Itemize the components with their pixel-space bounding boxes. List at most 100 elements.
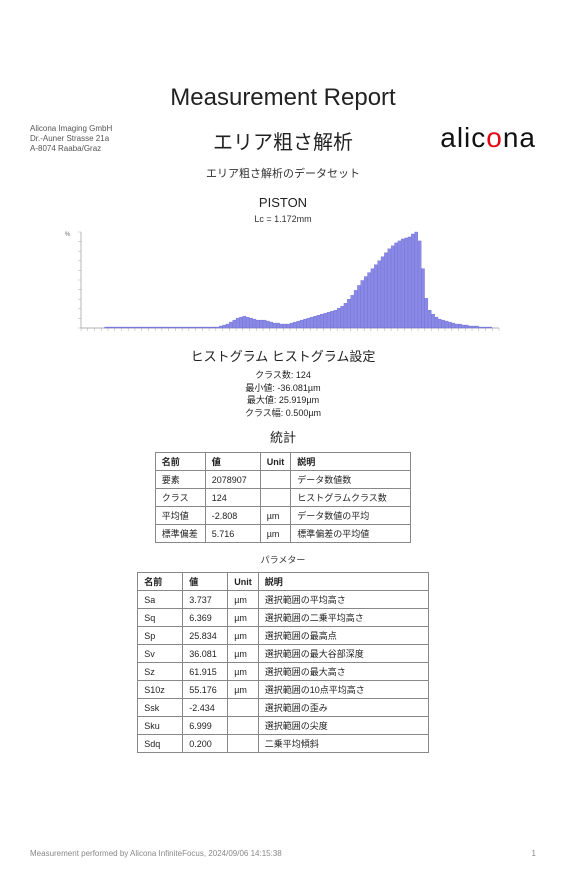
table-cell: Sku bbox=[138, 717, 183, 735]
table-cell: S10z bbox=[138, 681, 183, 699]
hist-setting-row: 最大値: 25.919µm bbox=[0, 394, 566, 407]
company-name: Alicona Imaging GmbH bbox=[30, 124, 112, 134]
report-title: Measurement Report bbox=[0, 84, 566, 112]
table-cell: µm bbox=[228, 609, 259, 627]
table-cell: 36.081 bbox=[183, 645, 228, 663]
table-row: クラス124 ヒストグラムクラス数 bbox=[155, 489, 411, 507]
logo: alicona bbox=[440, 122, 536, 154]
hist-setting-row: 最小値: -36.081µm bbox=[0, 382, 566, 395]
table-row: Sdq0.200 二乗平均傾斜 bbox=[138, 735, 429, 753]
table-cell: 選択範囲の最高点 bbox=[258, 627, 428, 645]
histogram-svg: % bbox=[63, 228, 503, 338]
table-cell: 選択範囲の尖度 bbox=[258, 717, 428, 735]
table-row: Sku6.999 選択範囲の尖度 bbox=[138, 717, 429, 735]
table-header: Unit bbox=[260, 453, 291, 471]
table-cell: 25.834 bbox=[183, 627, 228, 645]
logo-post: na bbox=[503, 122, 536, 153]
table-cell: µm bbox=[260, 525, 291, 543]
table-cell: Sv bbox=[138, 645, 183, 663]
table-cell: 選択範囲の歪み bbox=[258, 699, 428, 717]
table-cell: µm bbox=[228, 663, 259, 681]
stats-section-title: 統計 bbox=[0, 427, 566, 446]
hist-setting-row: クラス数: 124 bbox=[0, 369, 566, 382]
table-cell bbox=[228, 699, 259, 717]
stats-table: 名前値Unit説明要素2078907 データ数値数クラス124 ヒストグラムクラス数… bbox=[155, 452, 412, 543]
table-row: Ssk-2.434 選択範囲の歪み bbox=[138, 699, 429, 717]
table-cell: Sq bbox=[138, 609, 183, 627]
table-header: 説明 bbox=[291, 453, 411, 471]
table-cell: 5.716 bbox=[205, 525, 260, 543]
table-cell: ヒストグラムクラス数 bbox=[291, 489, 411, 507]
table-cell: Sdq bbox=[138, 735, 183, 753]
table-header: 名前 bbox=[138, 573, 183, 591]
table-header: 値 bbox=[183, 573, 228, 591]
params-table: 名前値Unit説明Sa3.737µm選択範囲の平均高さSq6.369µm選択範囲… bbox=[137, 572, 429, 753]
table-cell: 6.999 bbox=[183, 717, 228, 735]
table-cell: Sz bbox=[138, 663, 183, 681]
table-cell: 55.176 bbox=[183, 681, 228, 699]
table-header: 名前 bbox=[155, 453, 205, 471]
table-cell: µm bbox=[228, 645, 259, 663]
company-address: Alicona Imaging GmbH Dr.-Auner Strasse 2… bbox=[30, 124, 112, 154]
lc-value: Lc = 1.172mm bbox=[0, 214, 566, 224]
table-cell: 二乗平均傾斜 bbox=[258, 735, 428, 753]
table-cell: -2.808 bbox=[205, 507, 260, 525]
table-row: Sp25.834µm選択範囲の最高点 bbox=[138, 627, 429, 645]
table-cell: 選択範囲の平均高さ bbox=[258, 591, 428, 609]
table-row: 要素2078907 データ数値数 bbox=[155, 471, 411, 489]
table-cell bbox=[228, 735, 259, 753]
table-row: Sz61.915µm選択範囲の最大高さ bbox=[138, 663, 429, 681]
table-row: Sq6.369µm選択範囲の二乗平均高さ bbox=[138, 609, 429, 627]
table-cell: 61.915 bbox=[183, 663, 228, 681]
table-cell: 選択範囲の二乗平均高さ bbox=[258, 609, 428, 627]
company-street: Dr.-Auner Strasse 21a bbox=[30, 134, 112, 144]
table-row: 平均値-2.808µmデータ数値の平均 bbox=[155, 507, 411, 525]
table-cell bbox=[260, 471, 291, 489]
table-row: 標準偏差5.716µm標準偏差の平均値 bbox=[155, 525, 411, 543]
table-cell: 0.200 bbox=[183, 735, 228, 753]
table-row: S10z55.176µm選択範囲の10点平均高さ bbox=[138, 681, 429, 699]
table-cell: 要素 bbox=[155, 471, 205, 489]
footer-page: 1 bbox=[532, 849, 536, 858]
table-header: 値 bbox=[205, 453, 260, 471]
histogram-settings: クラス数: 124最小値: -36.081µm最大値: 25.919µmクラス幅… bbox=[0, 369, 566, 419]
company-city: A-8074 Raaba/Graz bbox=[30, 144, 112, 154]
table-cell: 3.737 bbox=[183, 591, 228, 609]
table-cell: 平均値 bbox=[155, 507, 205, 525]
table-cell: 6.369 bbox=[183, 609, 228, 627]
dataset-subtitle: エリア粗さ解析のデータセット bbox=[0, 165, 566, 181]
logo-pre: alic bbox=[440, 122, 486, 153]
table-cell: µm bbox=[228, 681, 259, 699]
table-cell: 選択範囲の10点平均高さ bbox=[258, 681, 428, 699]
table-header: Unit bbox=[228, 573, 259, 591]
table-cell: データ数値の平均 bbox=[291, 507, 411, 525]
table-cell: µm bbox=[260, 507, 291, 525]
table-cell: µm bbox=[228, 627, 259, 645]
table-cell: µm bbox=[228, 591, 259, 609]
table-cell: Ssk bbox=[138, 699, 183, 717]
table-cell: 標準偏差 bbox=[155, 525, 205, 543]
table-cell: 2078907 bbox=[205, 471, 260, 489]
histogram-chart: % bbox=[63, 228, 503, 338]
svg-text:%: % bbox=[65, 232, 71, 238]
table-row: Sa3.737µm選択範囲の平均高さ bbox=[138, 591, 429, 609]
table-header: 説明 bbox=[258, 573, 428, 591]
table-cell: Sp bbox=[138, 627, 183, 645]
footer-text: Measurement performed by Alicona Infinit… bbox=[30, 849, 282, 858]
histogram-section-title: ヒストグラム ヒストグラム設定 bbox=[0, 346, 566, 365]
table-cell: -2.434 bbox=[183, 699, 228, 717]
table-cell: Sa bbox=[138, 591, 183, 609]
table-cell: 選択範囲の最大高さ bbox=[258, 663, 428, 681]
table-cell: 124 bbox=[205, 489, 260, 507]
table-cell: データ数値数 bbox=[291, 471, 411, 489]
logo-dot: o bbox=[486, 122, 503, 153]
sample-name: PISTON bbox=[0, 195, 566, 210]
params-title: パラメター bbox=[0, 553, 566, 566]
hist-setting-row: クラス幅: 0.500µm bbox=[0, 407, 566, 420]
table-row: Sv36.081µm選択範囲の最大谷部深度 bbox=[138, 645, 429, 663]
table-cell: クラス bbox=[155, 489, 205, 507]
footer: Measurement performed by Alicona Infinit… bbox=[30, 849, 536, 858]
table-cell bbox=[228, 717, 259, 735]
table-cell: 選択範囲の最大谷部深度 bbox=[258, 645, 428, 663]
table-cell bbox=[260, 489, 291, 507]
